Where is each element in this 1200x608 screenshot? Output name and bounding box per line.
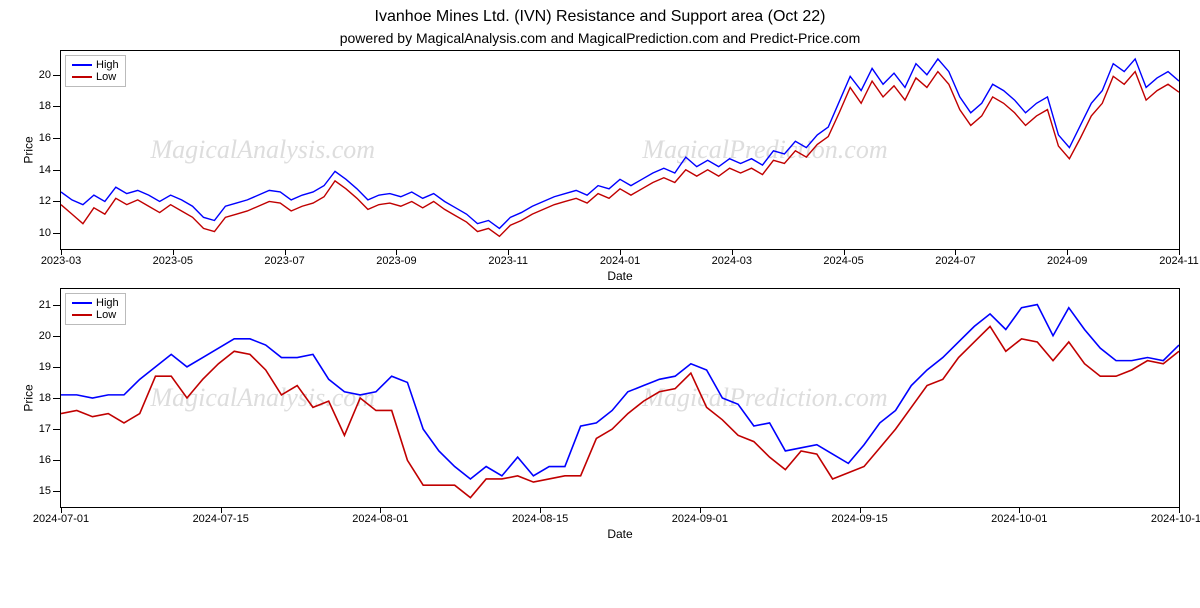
y-tick-label: 10 (39, 227, 51, 239)
y-tick-label: 18 (39, 100, 51, 112)
legend-swatch-high (72, 302, 92, 304)
x-tick-label: 2024-07 (935, 255, 975, 267)
chart-subtitle: powered by MagicalAnalysis.com and Magic… (0, 30, 1200, 46)
y-tick-label: 21 (39, 299, 51, 311)
x-tick-label: 2023-11 (488, 255, 528, 267)
y-tick-label: 12 (39, 195, 51, 207)
chart-top: MagicalAnalysis.com MagicalPrediction.co… (60, 50, 1180, 250)
chart-title: Ivanhoe Mines Ltd. (IVN) Resistance and … (0, 8, 1200, 26)
legend-swatch-low (72, 76, 92, 78)
legend-label-low: Low (96, 309, 116, 321)
x-tick-label: 2024-05 (823, 255, 863, 267)
y-tick-label: 16 (39, 454, 51, 466)
plot-svg-bottom (61, 289, 1179, 507)
x-tick-label: 2024-08-15 (512, 513, 568, 525)
y-tick-label: 20 (39, 69, 51, 81)
y-axis-label: Price (22, 136, 36, 163)
x-tick-label: 2024-03 (712, 255, 752, 267)
legend-bottom: High Low (65, 293, 126, 325)
legend-item-low: Low (72, 71, 119, 83)
chart-bottom: MagicalAnalysis.com MagicalPrediction.co… (60, 288, 1180, 508)
x-tick-label: 2024-08-01 (352, 513, 408, 525)
y-tick-label: 19 (39, 361, 51, 373)
x-tick-label: 2024-01 (600, 255, 640, 267)
legend-item-high: High (72, 297, 119, 309)
legend-swatch-low (72, 314, 92, 316)
x-axis-label: Date (607, 527, 632, 541)
x-tick-label: 2024-10-15 (1151, 513, 1200, 525)
y-tick-label: 20 (39, 330, 51, 342)
legend-item-high: High (72, 59, 119, 71)
legend-label-low: Low (96, 71, 116, 83)
y-tick-label: 15 (39, 485, 51, 497)
x-tick-label: 2024-07-15 (193, 513, 249, 525)
y-tick-label: 18 (39, 392, 51, 404)
x-tick-label: 2024-09-15 (831, 513, 887, 525)
x-tick-label: 2024-11 (1159, 255, 1199, 267)
x-tick-label: 2023-09 (376, 255, 416, 267)
x-tick-label: 2024-09 (1047, 255, 1087, 267)
x-axis-label: Date (607, 269, 632, 283)
legend-item-low: Low (72, 309, 119, 321)
x-tick-label: 2024-07-01 (33, 513, 89, 525)
legend-label-high: High (96, 59, 119, 71)
legend-label-high: High (96, 297, 119, 309)
x-tick-label: 2023-07 (264, 255, 304, 267)
legend-top: High Low (65, 55, 126, 87)
legend-swatch-high (72, 64, 92, 66)
y-tick-label: 16 (39, 132, 51, 144)
x-tick-label: 2023-03 (41, 255, 81, 267)
x-tick-label: 2024-09-01 (672, 513, 728, 525)
y-tick-label: 17 (39, 423, 51, 435)
y-axis-label: Price (22, 384, 36, 411)
y-tick-label: 14 (39, 164, 51, 176)
x-tick-label: 2023-05 (153, 255, 193, 267)
plot-svg-top (61, 51, 1179, 249)
x-tick-label: 2024-10-01 (991, 513, 1047, 525)
figure-container: Ivanhoe Mines Ltd. (IVN) Resistance and … (0, 8, 1200, 608)
